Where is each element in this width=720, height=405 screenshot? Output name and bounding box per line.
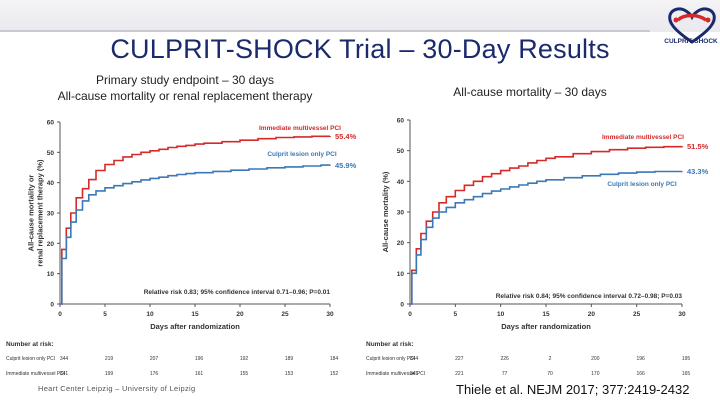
risk-table-row-label: Culprit lesion only PCI	[366, 356, 415, 362]
slide-title: CULPRIT-SHOCK Trial – 30-Day Results	[110, 34, 610, 64]
logo-text: CULPRIT-SHOCK	[664, 38, 718, 45]
risk-table-value: 152	[330, 371, 339, 377]
risk-table-value: 207	[150, 356, 159, 362]
risk-table-value: 341	[60, 371, 69, 377]
risk-table-value: 195	[682, 356, 691, 362]
y-tick-label: 50	[47, 150, 55, 157]
x-tick-label: 20	[588, 311, 596, 318]
footer-institution: Heart Center Leipzig – University of Lei…	[38, 384, 196, 393]
risk-table-value: 165	[682, 371, 691, 377]
footer-citation: Thiele et al. NEJM 2017; 377:2419-2432	[456, 382, 690, 397]
top-bar	[0, 0, 720, 32]
series-line-multivessel	[410, 145, 683, 305]
risk-table-value: 70	[547, 371, 553, 377]
top-divider	[0, 30, 650, 32]
y-axis-label: All-cause mortality (%)	[381, 171, 390, 252]
series-end-label: 43.3%	[687, 167, 709, 176]
series-end-label: 55.4%	[335, 132, 357, 141]
x-tick-label: 0	[58, 311, 62, 318]
risk-table-value: 161	[195, 371, 204, 377]
x-axis-label: Days after randomization	[150, 322, 240, 331]
series-end-label: 45.9%	[335, 161, 357, 170]
y-tick-label: 60	[397, 118, 405, 125]
risk-table-value: 2	[549, 356, 552, 362]
risk-table-value: 153	[285, 371, 294, 377]
risk-table-value: 196	[636, 356, 645, 362]
y-tick-label: 50	[397, 148, 405, 155]
risk-table-value: 200	[591, 356, 600, 362]
series-line-multivessel	[60, 135, 331, 305]
series-name-label: Culprit lesion only PCI	[267, 151, 337, 158]
y-tick-label: 0	[50, 302, 54, 309]
x-tick-label: 30	[678, 311, 686, 318]
risk-table-value: 199	[105, 371, 114, 377]
risk-table-value: 77	[502, 371, 508, 377]
risk-table-heading: Number at risk:	[366, 341, 414, 348]
x-tick-label: 25	[281, 311, 289, 318]
risk-table-row-label: Immediate multivessel PCI	[366, 371, 425, 377]
y-tick-label: 30	[397, 210, 405, 217]
x-tick-label: 5	[103, 311, 107, 318]
series-line-culprit	[410, 170, 683, 305]
x-tick-label: 30	[326, 311, 334, 318]
left-subtitle: Primary study endpoint – 30 days All-cau…	[20, 72, 350, 104]
left-km-chart: 0 10 20 30 40 50 60 0 5 10 15 20 25 30 All-cause morta…	[6, 120, 357, 378]
risk-table-value: 344	[60, 356, 69, 362]
y-tick-label: 0	[400, 302, 404, 309]
risk-table-value: 184	[330, 356, 339, 362]
y-axis-label: renal replacement therapy (%)	[36, 159, 45, 267]
risk-table-value: 227	[455, 356, 464, 362]
right-km-chart: 0 10 20 30 40 50 60 0 5 10 15 20 25 30 All-cause morta…	[366, 118, 709, 378]
x-tick-label: 15	[191, 311, 199, 318]
risk-table-value: 166	[636, 371, 645, 377]
risk-annotation: Relative risk 0.84; 95% confidence inter…	[496, 293, 683, 300]
series-name-label: Culprit lesion only PCI	[607, 181, 677, 188]
risk-table-value: 344	[410, 356, 419, 362]
risk-table-value: 226	[500, 356, 509, 362]
right-subtitle-line: All-cause mortality – 30 days	[453, 85, 607, 99]
y-tick-label: 20	[397, 240, 405, 247]
risk-table-value: 176	[150, 371, 159, 377]
risk-table-value: 196	[195, 356, 204, 362]
right-subtitle: All-cause mortality – 30 days	[400, 84, 660, 100]
series-name-label: Immediate multivessel PCI	[259, 125, 341, 132]
risk-table-value: 170	[591, 371, 600, 377]
risk-table-row-label: Immediate multivessel PCI	[6, 371, 65, 377]
risk-table-row-label: Culprit lesion only PCI	[6, 356, 55, 362]
heart-logo-icon	[668, 7, 716, 44]
x-tick-label: 15	[542, 311, 550, 318]
x-tick-label: 20	[236, 311, 244, 318]
y-tick-label: 30	[47, 211, 55, 218]
x-tick-label: 25	[633, 311, 641, 318]
y-tick-label: 10	[397, 271, 405, 278]
x-tick-label: 5	[454, 311, 458, 318]
y-tick-label: 60	[47, 120, 55, 127]
risk-table-value: 192	[240, 356, 249, 362]
risk-table-value: 189	[285, 356, 294, 362]
y-tick-label: 40	[397, 179, 405, 186]
series-end-label: 51.5%	[687, 142, 709, 151]
x-tick-label: 10	[497, 311, 505, 318]
risk-table-heading: Number at risk:	[6, 341, 54, 348]
risk-annotation: Relative risk 0.83; 95% confidence inter…	[144, 289, 331, 296]
risk-table-value: 155	[240, 371, 249, 377]
risk-table-value: 341	[410, 371, 419, 377]
x-tick-label: 0	[408, 311, 412, 318]
series-line-culprit	[60, 164, 331, 305]
y-tick-label: 20	[47, 241, 55, 248]
y-tick-label: 10	[47, 271, 55, 278]
left-subtitle-line: All-cause mortality or renal replacement…	[57, 89, 313, 103]
x-axis-label: Days after randomization	[501, 322, 591, 331]
left-subtitle-line: Primary study endpoint – 30 days	[95, 73, 275, 87]
x-tick-label: 10	[146, 311, 154, 318]
y-tick-label: 40	[47, 180, 55, 187]
series-name-label: Immediate multivessel PCI	[602, 134, 684, 141]
y-axis-label: All-cause mortality or	[27, 175, 36, 252]
risk-table-value: 221	[455, 371, 464, 377]
risk-table-value: 219	[105, 356, 114, 362]
